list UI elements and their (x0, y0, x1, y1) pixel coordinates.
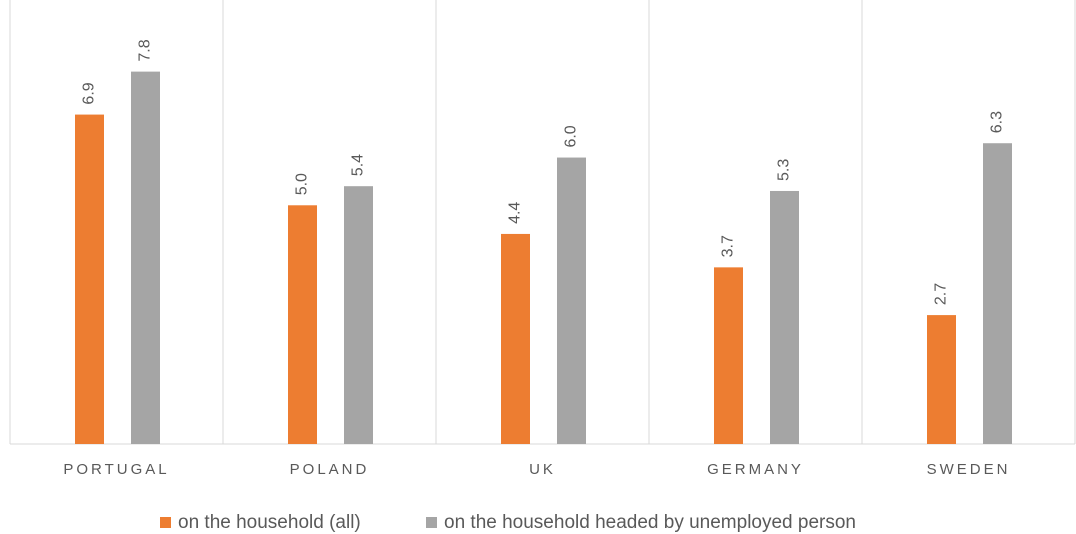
legend-label: on the household headed by unemployed pe… (444, 512, 856, 533)
data-label: 6.0 (563, 125, 580, 147)
bar (288, 205, 317, 444)
data-label: 2.7 (933, 283, 950, 305)
bar (75, 114, 104, 445)
x-tick-label: POLAND (290, 461, 370, 478)
data-label: 4.4 (507, 202, 524, 224)
data-label: 3.7 (720, 235, 737, 257)
data-label: 7.8 (137, 39, 154, 61)
data-label: 5.3 (776, 159, 793, 181)
data-label: 5.4 (350, 154, 367, 176)
legend-label: on the household (all) (178, 512, 361, 533)
bar (770, 190, 799, 444)
data-label: 5.0 (294, 173, 311, 195)
x-tick-label: UK (529, 461, 556, 478)
bar (557, 157, 586, 444)
bar (501, 233, 530, 444)
legend-swatch (160, 517, 171, 528)
data-label: 6.3 (989, 111, 1006, 133)
bar (927, 315, 956, 444)
bar (131, 71, 160, 444)
bar (344, 186, 373, 444)
x-tick-label: SWEDEN (927, 461, 1011, 478)
x-tick-label: PORTUGAL (63, 461, 169, 478)
data-label: 6.9 (81, 82, 98, 104)
bar (983, 143, 1012, 444)
x-tick-label: GERMANY (707, 461, 804, 478)
legend-swatch (426, 517, 437, 528)
bar (714, 267, 743, 444)
